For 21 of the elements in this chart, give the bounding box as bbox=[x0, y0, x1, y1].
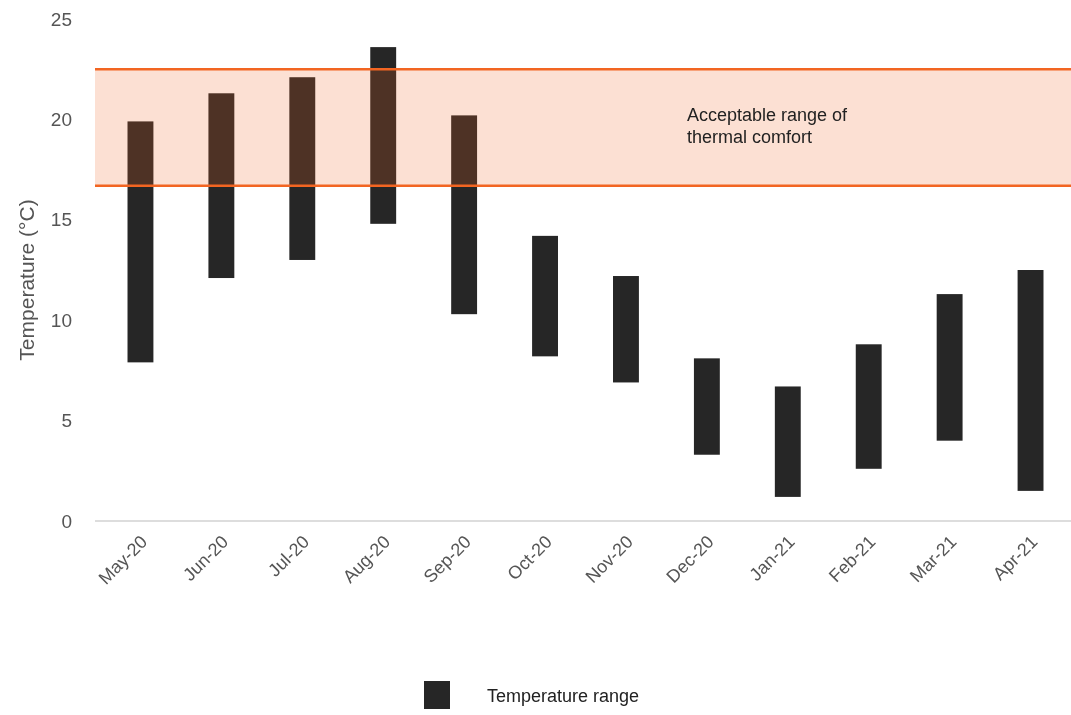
y-tick-label: 0 bbox=[61, 510, 72, 532]
y-tick-label: 25 bbox=[50, 8, 72, 30]
bar bbox=[532, 235, 558, 357]
bar bbox=[774, 386, 801, 497]
y-tick-label: 10 bbox=[50, 309, 72, 331]
legend-label: Temperature range bbox=[487, 686, 640, 707]
bar bbox=[127, 121, 154, 363]
bar bbox=[855, 344, 882, 469]
bar bbox=[693, 358, 720, 455]
band-label: Acceptable range of thermal comfort bbox=[687, 105, 849, 148]
y-tick-label: 15 bbox=[50, 209, 72, 231]
bar bbox=[370, 47, 397, 224]
bar bbox=[1017, 270, 1044, 491]
bar bbox=[208, 93, 235, 279]
y-tick-label: 20 bbox=[50, 109, 72, 131]
bar bbox=[289, 77, 316, 260]
bar bbox=[936, 294, 963, 441]
y-axis-title: Temperature (°C) bbox=[15, 199, 38, 361]
bar bbox=[451, 115, 478, 315]
y-tick-label: 5 bbox=[61, 410, 72, 432]
bar bbox=[613, 276, 639, 383]
